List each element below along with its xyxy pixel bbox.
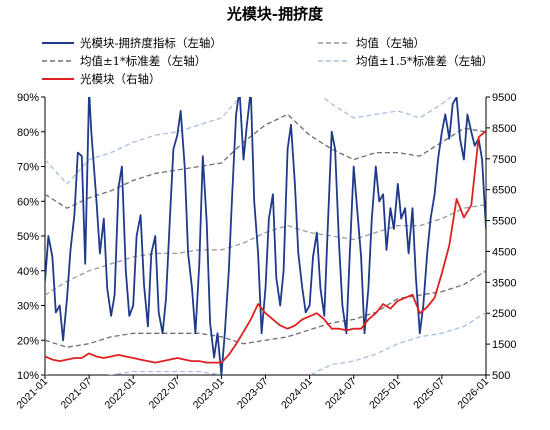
x-tick-label: 2023-01 [191, 376, 227, 412]
left-tick-label: 50% [17, 231, 39, 243]
legend-label-crowding: 光模块-拥挤度指标（左轴） [80, 36, 222, 50]
right-tick-label: 3500 [492, 277, 516, 289]
legend-label-band1: 均值±1*标准差（左轴） [80, 54, 206, 68]
series-line-price [45, 130, 486, 364]
x-tick-label: 2023-07 [235, 376, 271, 412]
right-tick-label: 500 [492, 370, 510, 382]
right-tick-label: 4500 [492, 246, 516, 258]
x-tick-label: 2022-01 [103, 376, 139, 412]
right-tick-label: 7500 [492, 154, 516, 166]
left-tick-label: 20% [17, 335, 39, 347]
x-tick-label: 2022-07 [147, 376, 183, 412]
x-tick-label: 2025-07 [411, 376, 447, 412]
series-line-band15_upper [45, 97, 452, 185]
x-tick-label: 2025-01 [367, 376, 403, 412]
series-line-band15_lower [45, 311, 486, 375]
x-tick-label: 2021-07 [58, 376, 94, 412]
right-tick-label: 1500 [492, 339, 516, 351]
left-tick-label: 90% [17, 92, 39, 104]
left-tick-label: 70% [17, 162, 39, 174]
chart-title: 光模块-拥挤度 [226, 5, 324, 23]
right-tick-label: 8500 [492, 123, 516, 135]
series-line-band1_upper [45, 113, 486, 209]
legend-label-band15: 均值±1.5*标准差（左轴） [356, 54, 493, 68]
left-tick-label: 10% [17, 370, 39, 382]
legend-label-mean: 均值（左轴） [356, 36, 425, 50]
plot-area [45, 97, 486, 375]
right-tick-label: 2500 [492, 308, 516, 320]
right-tick-label: 5500 [492, 216, 516, 228]
x-tick-label: 2024-07 [323, 376, 359, 412]
series-line-crowding [45, 97, 486, 375]
left-tick-label: 30% [17, 301, 39, 313]
x-tick-label: 2024-01 [279, 376, 315, 412]
legend-label-price: 光模块（右轴） [80, 72, 161, 86]
legend: 光模块-拥挤度指标（左轴） 均值（左轴） 均值±1*标准差（左轴） 均值±1.5*标准… [42, 36, 493, 86]
left-tick-label: 80% [17, 127, 39, 139]
left-tick-label: 40% [17, 266, 39, 278]
left-tick-label: 60% [17, 196, 39, 208]
right-tick-label: 9500 [492, 92, 516, 104]
right-tick-label: 6500 [492, 185, 516, 197]
x-tick-label: 2026-01 [455, 376, 491, 412]
